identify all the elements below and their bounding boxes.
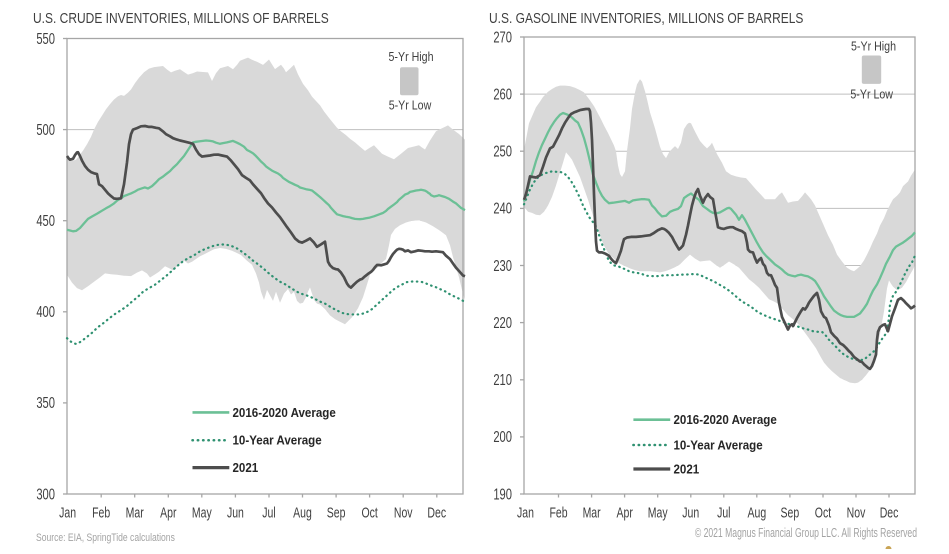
svg-text:500: 500 — [36, 120, 55, 139]
svg-text:Dec: Dec — [427, 504, 446, 521]
svg-text:Source: EIA, SpringTide calcul: Source: EIA, SpringTide calculations — [36, 532, 175, 544]
svg-text:10-Year Average: 10-Year Average — [674, 438, 763, 453]
svg-text:250: 250 — [493, 141, 512, 160]
svg-text:2016-2020 Average: 2016-2020 Average — [674, 413, 777, 428]
svg-text:Dec: Dec — [880, 504, 899, 521]
svg-text:Oct: Oct — [361, 504, 378, 521]
svg-text:210: 210 — [493, 370, 512, 389]
svg-text:Feb: Feb — [92, 504, 110, 521]
svg-text:Jul: Jul — [262, 504, 276, 521]
svg-text:260: 260 — [493, 84, 512, 103]
svg-text:Jun: Jun — [682, 504, 699, 521]
svg-text:Jun: Jun — [227, 504, 244, 521]
svg-text:2021: 2021 — [233, 460, 259, 475]
svg-text:300: 300 — [36, 484, 55, 503]
svg-text:U.S. GASOLINE INVENTORIES, MIL: U.S. GASOLINE INVENTORIES, MILLIONS OF B… — [489, 10, 803, 27]
svg-text:May: May — [192, 504, 212, 521]
svg-text:190: 190 — [493, 484, 512, 503]
svg-text:450: 450 — [36, 211, 55, 230]
svg-text:220: 220 — [493, 313, 512, 332]
svg-text:Jan: Jan — [59, 504, 76, 521]
svg-text:Feb: Feb — [550, 504, 568, 521]
svg-text:400: 400 — [36, 302, 55, 321]
svg-text:240: 240 — [493, 199, 512, 218]
svg-text:200: 200 — [493, 427, 512, 446]
svg-text:Nov: Nov — [847, 504, 866, 521]
svg-text:Oct: Oct — [815, 504, 832, 521]
svg-text:Aug: Aug — [293, 504, 312, 521]
svg-text:10-Year Average: 10-Year Average — [233, 433, 322, 448]
svg-text:5-Yr High: 5-Yr High — [389, 49, 434, 64]
svg-text:© 2021 Magnus Financial Group: © 2021 Magnus Financial Group LLC. All R… — [695, 527, 917, 541]
svg-text:Apr: Apr — [160, 504, 177, 521]
svg-text:Sep: Sep — [327, 504, 346, 521]
svg-text:Mar: Mar — [126, 504, 145, 521]
svg-text:Jul: Jul — [717, 504, 731, 521]
svg-text:5-Yr Low: 5-Yr Low — [389, 97, 432, 112]
svg-text:Jan: Jan — [517, 504, 534, 521]
svg-text:Nov: Nov — [394, 504, 413, 521]
svg-text:Sep: Sep — [781, 504, 800, 521]
svg-text:550: 550 — [36, 29, 55, 48]
svg-text:Apr: Apr — [616, 504, 633, 521]
svg-text:5-Yr Low: 5-Yr Low — [850, 86, 893, 101]
svg-text:May: May — [648, 504, 668, 521]
svg-text:350: 350 — [36, 393, 55, 412]
svg-text:5-Yr High: 5-Yr High — [851, 38, 896, 53]
svg-text:2021: 2021 — [674, 462, 700, 477]
svg-text:Mar: Mar — [583, 504, 602, 521]
svg-text:2016-2020 Average: 2016-2020 Average — [233, 405, 336, 420]
svg-text:Aug: Aug — [748, 504, 767, 521]
svg-text:270: 270 — [493, 27, 512, 46]
svg-text:230: 230 — [493, 256, 512, 275]
svg-text:U.S. CRUDE INVENTORIES, MILLIO: U.S. CRUDE INVENTORIES, MILLIONS OF BARR… — [33, 10, 329, 27]
